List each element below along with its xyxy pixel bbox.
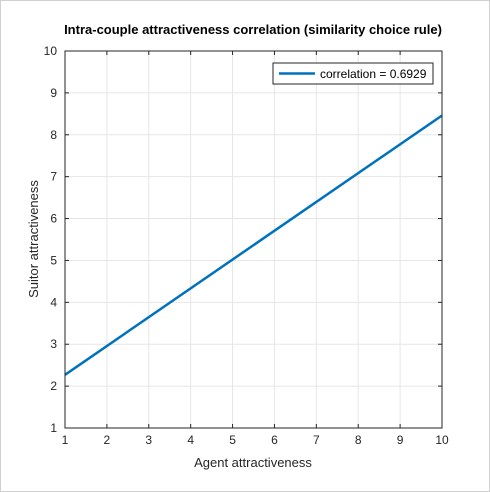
x-tick-label: 8: [355, 433, 362, 447]
x-tick-label: 7: [313, 433, 320, 447]
y-tick-label: 5: [50, 253, 57, 267]
y-tick-label: 3: [50, 337, 57, 351]
x-tick-label: 4: [187, 433, 194, 447]
y-tick-label: 8: [50, 128, 57, 142]
series-layer: [64, 114, 443, 376]
x-tick-label: 2: [104, 433, 111, 447]
y-tick-label: 6: [50, 212, 57, 226]
legend-box: [272, 62, 434, 85]
chart-title: Intra-couple attractiveness correlation …: [64, 22, 442, 37]
x-tick-label: 3: [145, 433, 152, 447]
series-line: [64, 114, 443, 376]
y-tick-label: 1: [50, 421, 57, 435]
y-ticks: 1 2 3 4 5 6 7 8 9 10: [44, 44, 442, 435]
legend: correlation = 0.6929: [272, 62, 434, 85]
x-tick-label: 1: [62, 433, 69, 447]
x-tick-label: 5: [229, 433, 236, 447]
x-ticks: 1 2 3 4 5 6 7 8 9 10: [62, 51, 449, 447]
axes-box: [64, 50, 443, 429]
plot-area: [65, 51, 442, 428]
legend-entry: correlation = 0.6929: [320, 67, 427, 81]
y-tick-label: 7: [50, 170, 57, 184]
x-axis-label: Agent attractiveness: [194, 455, 312, 470]
y-tick-label: 10: [44, 44, 58, 58]
y-axis-label: Suitor attractiveness: [26, 180, 41, 298]
grid: [65, 51, 442, 428]
x-tick-label: 9: [397, 433, 404, 447]
y-tick-label: 9: [50, 86, 57, 100]
x-tick-label: 6: [271, 433, 278, 447]
y-tick-label: 4: [50, 295, 57, 309]
x-tick-label: 10: [435, 433, 449, 447]
y-tick-label: 2: [50, 379, 57, 393]
